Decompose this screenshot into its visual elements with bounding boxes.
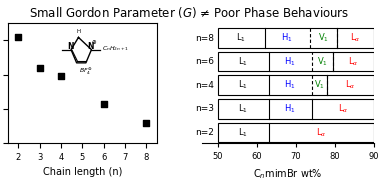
Text: L$_\alpha$: L$_\alpha$ (345, 79, 356, 91)
Text: L$_\alpha$: L$_\alpha$ (350, 32, 361, 44)
Point (143, 121, 149, 124)
Text: V$_1$: V$_1$ (314, 79, 325, 91)
Bar (218, 52, 374, 71)
Text: L$_1$: L$_1$ (238, 79, 248, 91)
Text: L$_\alpha$: L$_\alpha$ (349, 55, 359, 68)
Text: V$_1$: V$_1$ (318, 32, 329, 44)
Text: n=4: n=4 (195, 81, 214, 90)
Text: L$_1$: L$_1$ (236, 32, 246, 44)
Text: L$_\alpha$: L$_\alpha$ (338, 103, 348, 115)
Text: H$_1$: H$_1$ (284, 79, 296, 91)
Text: L$_1$: L$_1$ (238, 55, 248, 68)
Text: n=6: n=6 (195, 57, 214, 66)
Bar (218, 76, 374, 95)
Point (58, 75, 64, 78)
Bar (218, 28, 374, 48)
Text: n=3: n=3 (195, 104, 214, 113)
Text: H$_1$: H$_1$ (282, 32, 293, 44)
Text: L$_\alpha$: L$_\alpha$ (316, 126, 327, 139)
Bar (218, 99, 374, 118)
Text: L$_1$: L$_1$ (238, 103, 248, 115)
X-axis label: Chain length (n): Chain length (n) (43, 168, 122, 177)
Text: L$_1$: L$_1$ (238, 126, 248, 139)
Text: n=2: n=2 (195, 128, 214, 137)
Text: n=8: n=8 (195, 34, 214, 43)
Point (37, 66, 43, 69)
Point (15, 36, 21, 38)
Text: H$_1$: H$_1$ (284, 55, 296, 68)
Text: V$_1$: V$_1$ (317, 55, 328, 68)
Point (101, 102, 107, 105)
Text: Small Gordon Parameter ($G$) ≠ Poor Phase Behaviours: Small Gordon Parameter ($G$) ≠ Poor Phas… (29, 5, 349, 20)
Bar (218, 123, 374, 142)
X-axis label: C$_{n}$mimBr wt%: C$_{n}$mimBr wt% (254, 167, 323, 179)
Text: H$_1$: H$_1$ (284, 103, 296, 115)
